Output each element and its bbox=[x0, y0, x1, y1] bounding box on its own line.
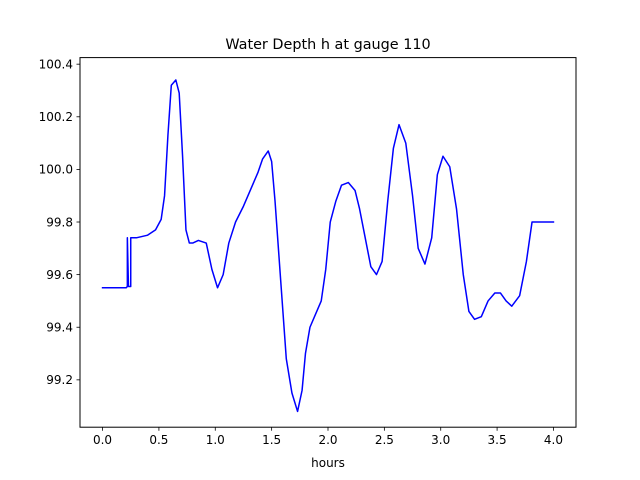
chart-title: Water Depth h at gauge 110 bbox=[225, 37, 430, 53]
x-tick-label: 2.5 bbox=[375, 433, 394, 447]
y-tick-label: 100.4 bbox=[39, 57, 73, 71]
series-line-0 bbox=[101, 79, 555, 413]
x-tick-label: 2.0 bbox=[318, 433, 337, 447]
y-axis-ticks: 99.2 99.4 99.6 99.8 100.0 100.2 100.4 bbox=[39, 57, 80, 387]
x-axis-label: hours bbox=[311, 456, 345, 470]
y-tick-label: 99.4 bbox=[46, 321, 73, 335]
x-tick-label: 3.5 bbox=[488, 433, 507, 447]
y-tick-label: 100.0 bbox=[39, 163, 73, 177]
x-tick-label: 3.0 bbox=[431, 433, 450, 447]
y-tick-label: 99.8 bbox=[46, 215, 73, 229]
x-tick-label: 0.0 bbox=[93, 433, 112, 447]
x-tick-label: 4.0 bbox=[544, 433, 563, 447]
y-tick-label: 99.6 bbox=[46, 268, 73, 282]
x-axis-ticks: 0.0 0.5 1.0 1.5 2.0 2.5 3.0 3.5 4.0 bbox=[93, 427, 563, 447]
x-tick-label: 1.5 bbox=[262, 433, 281, 447]
x-tick-label: 0.5 bbox=[149, 433, 168, 447]
plot-content bbox=[101, 79, 555, 413]
y-tick-label: 100.2 bbox=[39, 110, 73, 124]
x-tick-label: 1.0 bbox=[206, 433, 225, 447]
y-tick-label: 99.2 bbox=[46, 373, 73, 387]
plot-frame bbox=[79, 57, 577, 428]
